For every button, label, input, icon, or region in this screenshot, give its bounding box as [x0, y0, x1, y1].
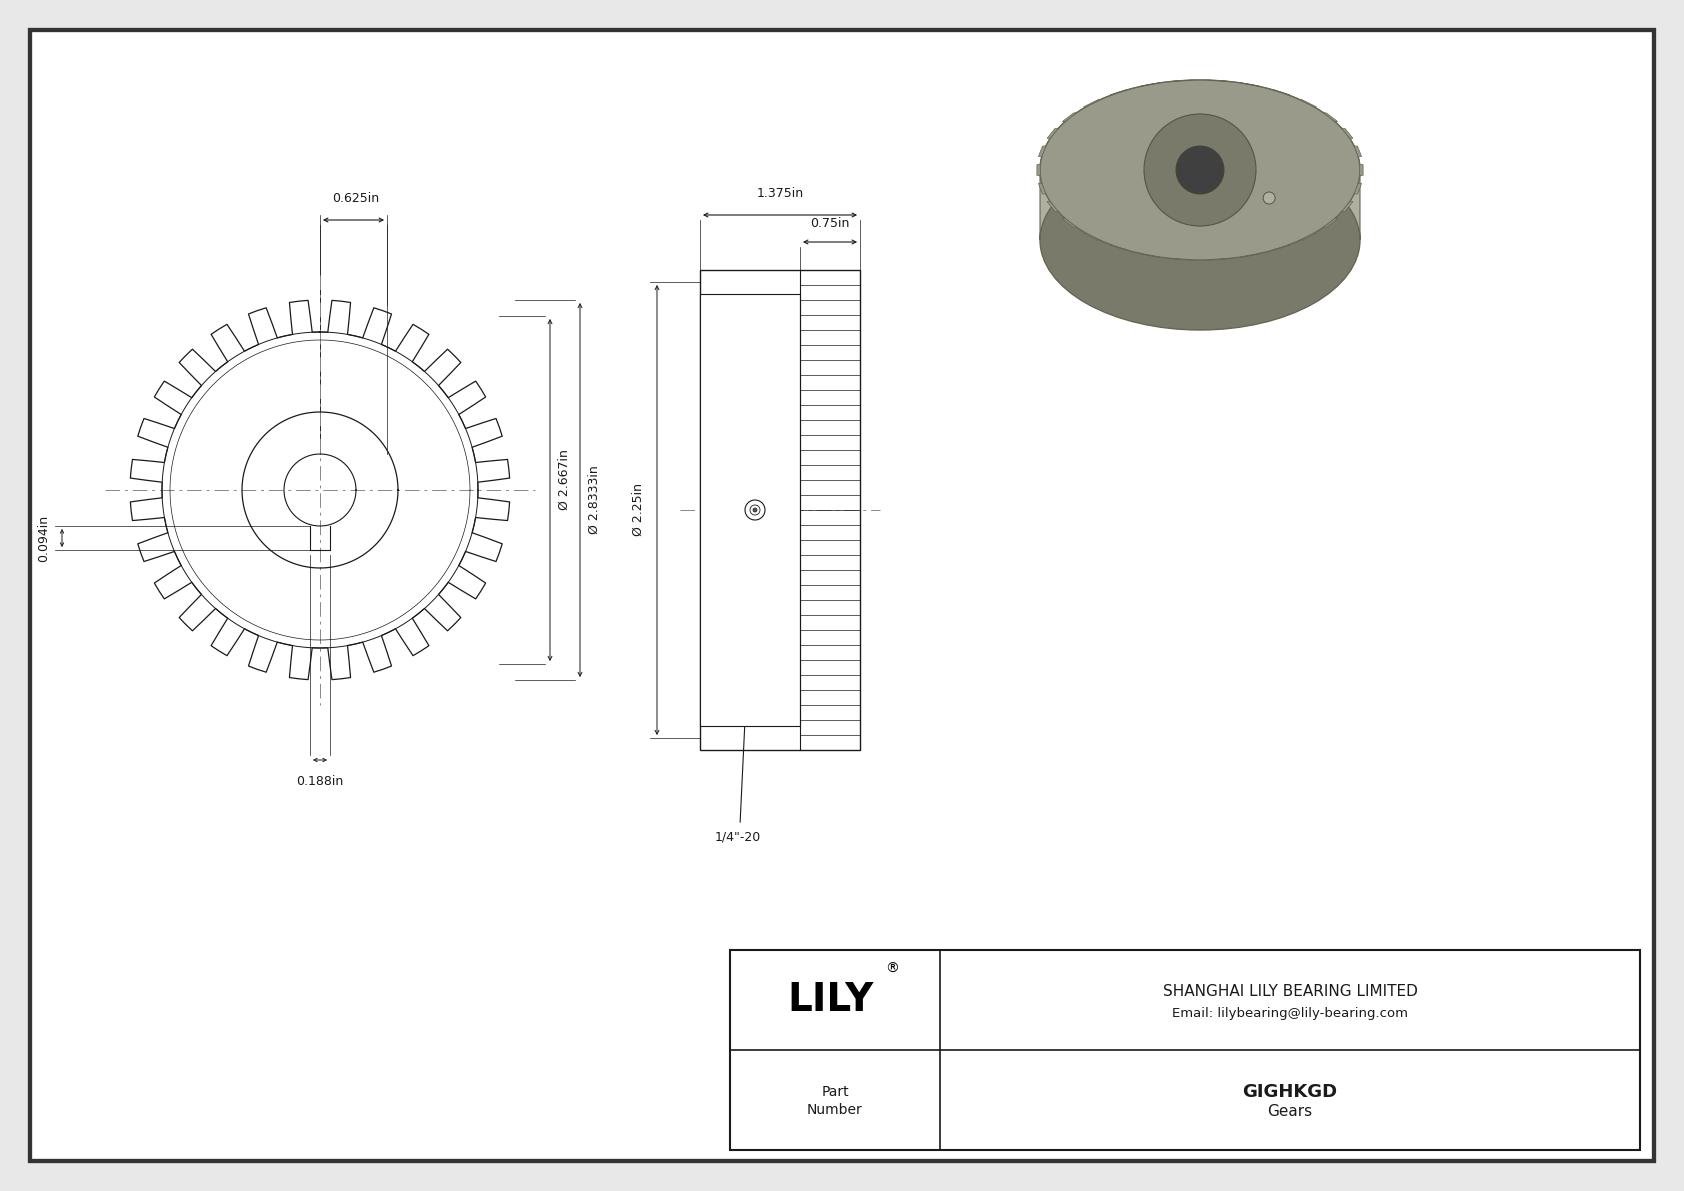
Text: 0.094in: 0.094in	[37, 515, 51, 562]
Polygon shape	[1039, 183, 1046, 194]
Polygon shape	[1047, 201, 1058, 212]
Polygon shape	[1039, 146, 1046, 156]
Text: Part: Part	[822, 1085, 849, 1099]
Bar	[701, 294, 800, 727]
Polygon shape	[1083, 233, 1100, 241]
Text: 1.375in: 1.375in	[756, 187, 803, 200]
Polygon shape	[1271, 245, 1290, 250]
Circle shape	[744, 500, 765, 520]
Polygon shape	[1324, 218, 1337, 227]
Text: GIGHKGD: GIGHKGD	[1243, 1083, 1337, 1100]
Polygon shape	[1324, 113, 1337, 121]
Text: Ø 2.8333in: Ø 2.8333in	[588, 466, 601, 535]
Polygon shape	[1083, 100, 1100, 107]
Text: Email: lilybearing@lily-bearing.com: Email: lilybearing@lily-bearing.com	[1172, 1008, 1408, 1021]
Polygon shape	[1063, 218, 1076, 227]
Polygon shape	[1354, 183, 1362, 194]
Polygon shape	[1140, 254, 1160, 257]
Bar	[701, 270, 861, 750]
Polygon shape	[1110, 245, 1128, 250]
Polygon shape	[1110, 89, 1128, 95]
Polygon shape	[1239, 83, 1260, 86]
Polygon shape	[1359, 164, 1362, 175]
Polygon shape	[1037, 164, 1041, 175]
Text: 0.75in: 0.75in	[810, 217, 850, 230]
Text: LILY: LILY	[788, 981, 874, 1019]
Polygon shape	[1239, 254, 1260, 257]
Text: Ø 2.25in: Ø 2.25in	[632, 484, 645, 536]
Text: Ø 2.667in: Ø 2.667in	[557, 449, 571, 511]
Circle shape	[1263, 192, 1275, 204]
Text: Number: Number	[807, 1103, 862, 1117]
Text: ®: ®	[886, 962, 899, 975]
Polygon shape	[1140, 83, 1160, 86]
Polygon shape	[1354, 146, 1362, 156]
Circle shape	[1175, 146, 1224, 194]
Polygon shape	[1063, 113, 1076, 121]
Polygon shape	[1041, 80, 1361, 241]
Circle shape	[1143, 114, 1256, 226]
Polygon shape	[1342, 129, 1352, 138]
Text: 1/4"-20: 1/4"-20	[716, 830, 761, 843]
Text: 0.625in: 0.625in	[332, 192, 379, 205]
Text: Gears: Gears	[1268, 1104, 1312, 1120]
Polygon shape	[1342, 201, 1352, 212]
Bar	[729, 950, 1640, 1151]
Text: 0.188in: 0.188in	[296, 775, 344, 788]
Text: SHANGHAI LILY BEARING LIMITED: SHANGHAI LILY BEARING LIMITED	[1162, 985, 1418, 999]
Circle shape	[749, 505, 759, 515]
Circle shape	[753, 509, 758, 512]
Polygon shape	[1300, 233, 1317, 241]
Polygon shape	[1271, 89, 1290, 95]
Ellipse shape	[1041, 80, 1361, 260]
Polygon shape	[1047, 129, 1058, 138]
Polygon shape	[1300, 100, 1317, 107]
Ellipse shape	[1041, 150, 1361, 330]
